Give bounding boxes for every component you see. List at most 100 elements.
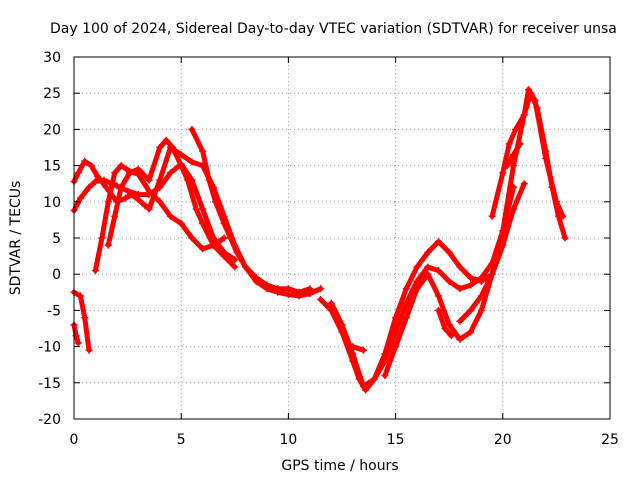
data-point [104,198,112,206]
data-point [548,183,556,191]
data-point [499,169,507,177]
data-point [117,183,125,191]
data-point [434,306,442,314]
data-point [445,248,453,256]
data-point [445,321,453,329]
data-point [434,238,442,246]
data-point [242,263,250,271]
data-point [402,285,410,293]
y-tick-label: 30 [43,50,61,66]
data-point [467,328,475,336]
x-tick-label: 0 [70,432,79,448]
data-series-arc-10 [327,183,518,390]
data-point [166,169,174,177]
series-line [71,289,92,353]
data-series-arc-14 [456,180,528,325]
data-point [527,89,535,97]
data-point [252,277,260,285]
data-point [166,144,174,151]
data-point [467,306,475,314]
data-series-arc-16 [503,140,524,170]
data-point [134,165,142,173]
data-point [81,314,89,322]
data-point [456,263,464,271]
data-point [209,241,217,249]
data-point [85,183,93,191]
data-point [381,357,389,365]
data-point [402,299,410,307]
y-axis-label: SDTVAR / TECUs [8,181,24,296]
data-point [74,339,82,347]
data-point [488,212,496,220]
data-point [477,306,485,314]
data-point [177,220,185,228]
data-point [295,292,303,300]
y-tick-label: 15 [43,159,61,175]
data-point [561,234,569,242]
data-point [145,187,153,195]
data-point [284,290,292,298]
data-point [263,285,271,293]
y-tick-label: 10 [43,195,61,211]
x-tick-label: 5 [177,432,186,448]
data-point [542,147,550,155]
y-tick-label: -20 [38,412,61,428]
data-point [317,285,325,293]
data-point [76,194,84,202]
y-tick-label: 25 [43,86,61,102]
data-point [166,212,174,220]
data-point [525,86,533,94]
y-tick-label: -10 [38,340,61,356]
data-point [205,176,213,184]
data-point [102,183,110,191]
data-point [100,176,108,184]
data-point [188,234,196,242]
data-point [104,241,112,249]
data-point [456,317,464,325]
data-point [188,158,196,166]
data-point [74,169,82,177]
data-point [456,285,464,293]
y-tick-label: 0 [52,267,61,283]
data-point [91,178,99,186]
grid [74,57,610,419]
data-point [124,187,132,195]
y-tick-label: 5 [52,231,61,247]
data-point [98,234,106,242]
data-point [111,212,119,220]
data-point [520,111,528,119]
data-series-arc-8 [188,125,325,300]
data-point [220,234,228,242]
data-point [488,270,496,278]
data-point [467,274,475,282]
data-point [306,290,314,298]
x-tick-labels: 0 5 10 15 20 25 [70,432,619,448]
data-point [199,147,207,155]
x-axis-label: GPS time / hours [281,458,398,474]
data-series-arc-15 [488,89,569,242]
data-point [156,176,164,184]
data-point [447,332,455,340]
data-point [212,198,220,206]
data-point [349,343,357,351]
data-point [81,157,89,165]
data-point [434,267,442,275]
data-point [192,205,200,213]
data-point [141,201,149,209]
data-point [533,104,541,112]
data-point [402,314,410,322]
data-point [516,140,524,148]
data-point [220,252,228,260]
data-series-arc-11 [349,343,367,354]
data-point [199,245,207,253]
data-point [231,263,239,271]
data-series-arc-2 [70,160,239,264]
x-tick-label: 15 [387,432,405,448]
data-point [111,169,119,177]
data-point [177,151,185,159]
data-point [510,162,518,170]
data-point [359,382,367,390]
x-tick-label: 10 [279,432,297,448]
data-point [220,220,228,228]
